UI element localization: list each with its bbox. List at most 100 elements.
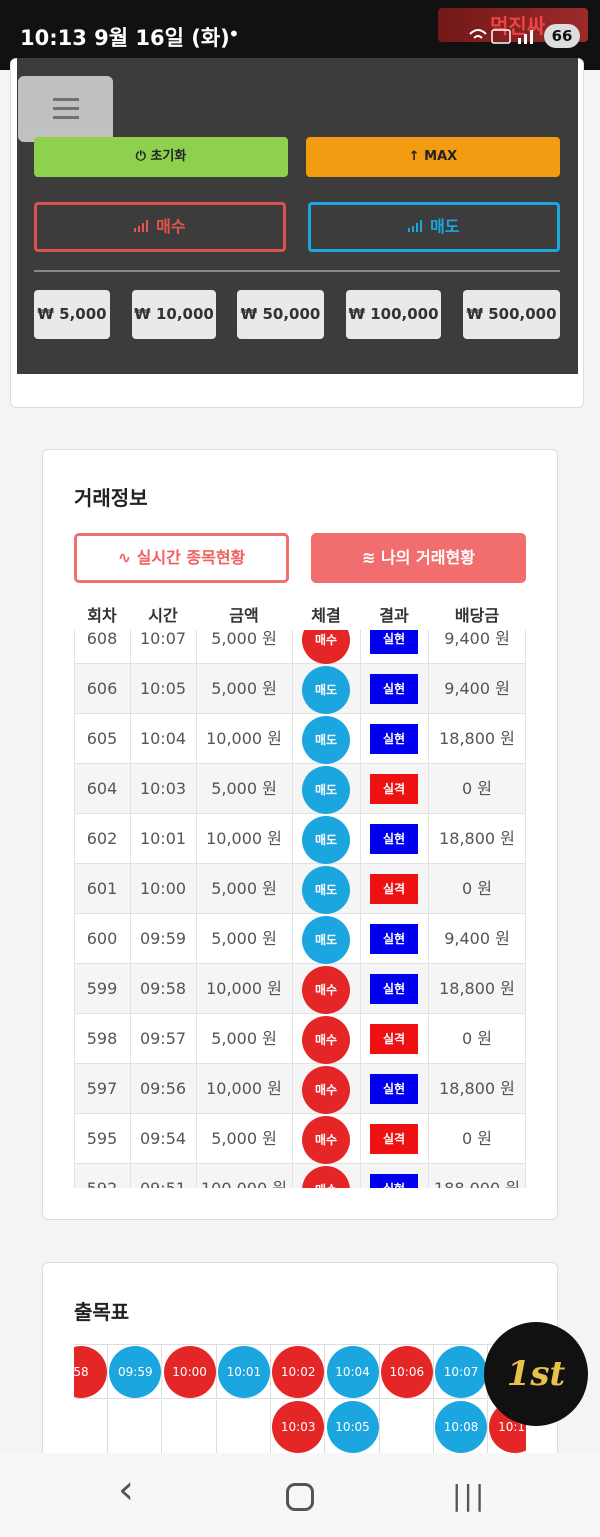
table-row: 608 10:07 5,000 원 매수 실현 9,400 원 bbox=[74, 630, 526, 664]
cell-time: 10:03 bbox=[139, 779, 187, 798]
result-badge: 실현 bbox=[370, 674, 418, 704]
cell-time: 09:54 bbox=[139, 1129, 187, 1148]
cell-time: 10:07 bbox=[139, 630, 187, 648]
header-round: 회차 bbox=[87, 606, 117, 625]
side-badge: 매수 bbox=[302, 630, 350, 664]
sell-button[interactable]: 매도 bbox=[308, 202, 560, 252]
cell-time: 09:51 bbox=[130, 1164, 196, 1188]
max-button[interactable]: ↑ MAX bbox=[306, 137, 560, 177]
hamburger-menu-icon[interactable] bbox=[18, 76, 113, 142]
tab-live-status[interactable]: ∿ 실시간 종목현황 bbox=[74, 533, 289, 583]
cell-payout: 0 원 bbox=[462, 779, 492, 798]
result-badge: 실격 bbox=[370, 1024, 418, 1054]
result-badge: 실현 bbox=[370, 974, 418, 1004]
trade-table-header: 회차 시간 금액 체결 결과 배당금 bbox=[74, 602, 526, 628]
table-row: 606 10:05 5,000 원 매도 실현 9,400 원 bbox=[74, 664, 526, 714]
buy-button[interactable]: 매수 bbox=[34, 202, 286, 252]
home-icon[interactable] bbox=[286, 1483, 314, 1511]
side-badge: 매도 bbox=[302, 716, 350, 764]
header-amount: 금액 bbox=[229, 606, 259, 625]
outcome-ball: 10:01 bbox=[217, 1346, 270, 1398]
cell-round: 601 bbox=[86, 879, 118, 898]
system-nav-bar: ‹ ||| bbox=[0, 1453, 600, 1537]
outcome-chart-title: 출목표 bbox=[74, 1300, 130, 1324]
table-row: 602 10:01 10,000 원 매도 실현 18,800 원 bbox=[74, 814, 526, 864]
cell-time: 09:58 bbox=[139, 979, 187, 998]
cell-amount: 5,000 원 bbox=[211, 630, 277, 648]
side-badge: 매도 bbox=[302, 766, 350, 814]
back-icon[interactable]: ‹ bbox=[118, 1467, 134, 1513]
status-dot: • bbox=[228, 22, 240, 46]
first-badge-icon[interactable]: 1st bbox=[484, 1322, 588, 1426]
grid-cell bbox=[379, 1400, 434, 1454]
trade-rows: 608 10:07 5,000 원 매수 실현 9,400 원 606 10:05 5,000 … bbox=[74, 630, 526, 1188]
grid-cell bbox=[216, 1400, 271, 1454]
cell-round: 608 bbox=[86, 630, 118, 648]
battery-indicator: 66 bbox=[544, 24, 580, 48]
cell-amount: 5,000 원 bbox=[211, 879, 277, 898]
side-badge: 매도 bbox=[302, 866, 350, 914]
cell-round: 598 bbox=[86, 1029, 118, 1048]
header-result: 결과 bbox=[379, 606, 409, 625]
cell-amount: 10,000 원 bbox=[206, 1079, 282, 1098]
cell-payout: 18,800 원 bbox=[439, 979, 515, 998]
cell-round: 606 bbox=[86, 679, 118, 698]
grid-cell bbox=[162, 1400, 217, 1454]
cell-payout: 188,000 원 bbox=[428, 1164, 526, 1188]
outcome-ball: 10:06 bbox=[380, 1346, 433, 1398]
trade-info-title: 거래정보 bbox=[74, 486, 148, 510]
grid-cell bbox=[162, 1345, 217, 1399]
reset-button[interactable]: ⏻ 초기화 bbox=[34, 137, 288, 177]
waves-icon: ≋ bbox=[362, 548, 382, 567]
outcome-grid[interactable]: 58 09:59 10:00 10:01 10:02 10:03 10:04 10:05 10:… bbox=[74, 1344, 526, 1454]
pulse-icon: ∿ bbox=[117, 548, 137, 567]
cell-time: 09:56 bbox=[139, 1079, 187, 1098]
cell-payout: 0 원 bbox=[462, 879, 492, 898]
table-row: 595 09:54 5,000 원 매수 실격 0 원 bbox=[74, 1114, 526, 1164]
amount-button-500000[interactable]: ₩ 500,000 bbox=[463, 290, 560, 339]
result-badge: 실현 bbox=[370, 924, 418, 954]
signal-bars-icon bbox=[134, 220, 149, 232]
outcome-ball: 10:07 bbox=[435, 1346, 488, 1398]
cell-payout: 9,400 원 bbox=[444, 929, 510, 948]
result-badge: 실현 bbox=[370, 724, 418, 754]
table-row: 601 10:00 5,000 원 매도 실격 0 원 bbox=[74, 864, 526, 914]
side-badge: 매수 bbox=[302, 1116, 350, 1164]
amount-button-100000[interactable]: ₩ 100,000 bbox=[346, 290, 441, 339]
cell-round: 592 bbox=[74, 1164, 130, 1188]
outcome-ball: 10:02 bbox=[272, 1346, 325, 1398]
cell-time: 09:59 bbox=[139, 929, 187, 948]
side-badge: 매수 bbox=[302, 1066, 350, 1114]
cell-payout: 18,800 원 bbox=[439, 729, 515, 748]
cell-round: 605 bbox=[86, 729, 118, 748]
wifi-icon bbox=[468, 26, 538, 50]
cell-payout: 0 원 bbox=[462, 1129, 492, 1148]
cell-time: 10:05 bbox=[139, 679, 187, 698]
sell-button-label: 매도 bbox=[430, 217, 460, 236]
result-badge: 실현 bbox=[370, 1074, 418, 1104]
grid-cell bbox=[379, 1345, 434, 1399]
header-time: 시간 bbox=[148, 606, 178, 625]
cell-amount: 10,000 원 bbox=[206, 979, 282, 998]
side-badge: 매수 bbox=[302, 966, 350, 1014]
cell-time: 09:57 bbox=[139, 1029, 187, 1048]
result-badge: 실격 bbox=[370, 774, 418, 804]
status-time: 10:13 9월 16일 (화) bbox=[20, 26, 230, 50]
header-side: 체결 bbox=[311, 606, 341, 625]
side-badge: 매수 bbox=[302, 1166, 350, 1188]
amount-button-5000[interactable]: ₩ 5,000 bbox=[34, 290, 110, 339]
grid-cell bbox=[74, 1345, 108, 1399]
grid-cell bbox=[271, 1345, 326, 1399]
trade-table-body[interactable]: 608 10:07 5,000 원 매수 실현 9,400 원 606 10:05 5,000 … bbox=[74, 630, 526, 1188]
recent-apps-icon[interactable]: ||| bbox=[452, 1479, 487, 1512]
amount-button-10000[interactable]: ₩ 10,000 bbox=[132, 290, 216, 339]
outcome-ball: 10:05 bbox=[326, 1401, 379, 1453]
result-badge: 실현 bbox=[370, 1174, 418, 1188]
result-badge: 실현 bbox=[370, 630, 418, 654]
amount-button-50000[interactable]: ₩ 50,000 bbox=[237, 290, 324, 339]
cell-amount: 10,000 원 bbox=[206, 729, 282, 748]
tab-my-trades[interactable]: ≋ 나의 거래현황 bbox=[311, 533, 526, 583]
cell-payout: 0 원 bbox=[462, 1029, 492, 1048]
grid-cell bbox=[216, 1345, 271, 1399]
grid-cell bbox=[108, 1345, 163, 1399]
